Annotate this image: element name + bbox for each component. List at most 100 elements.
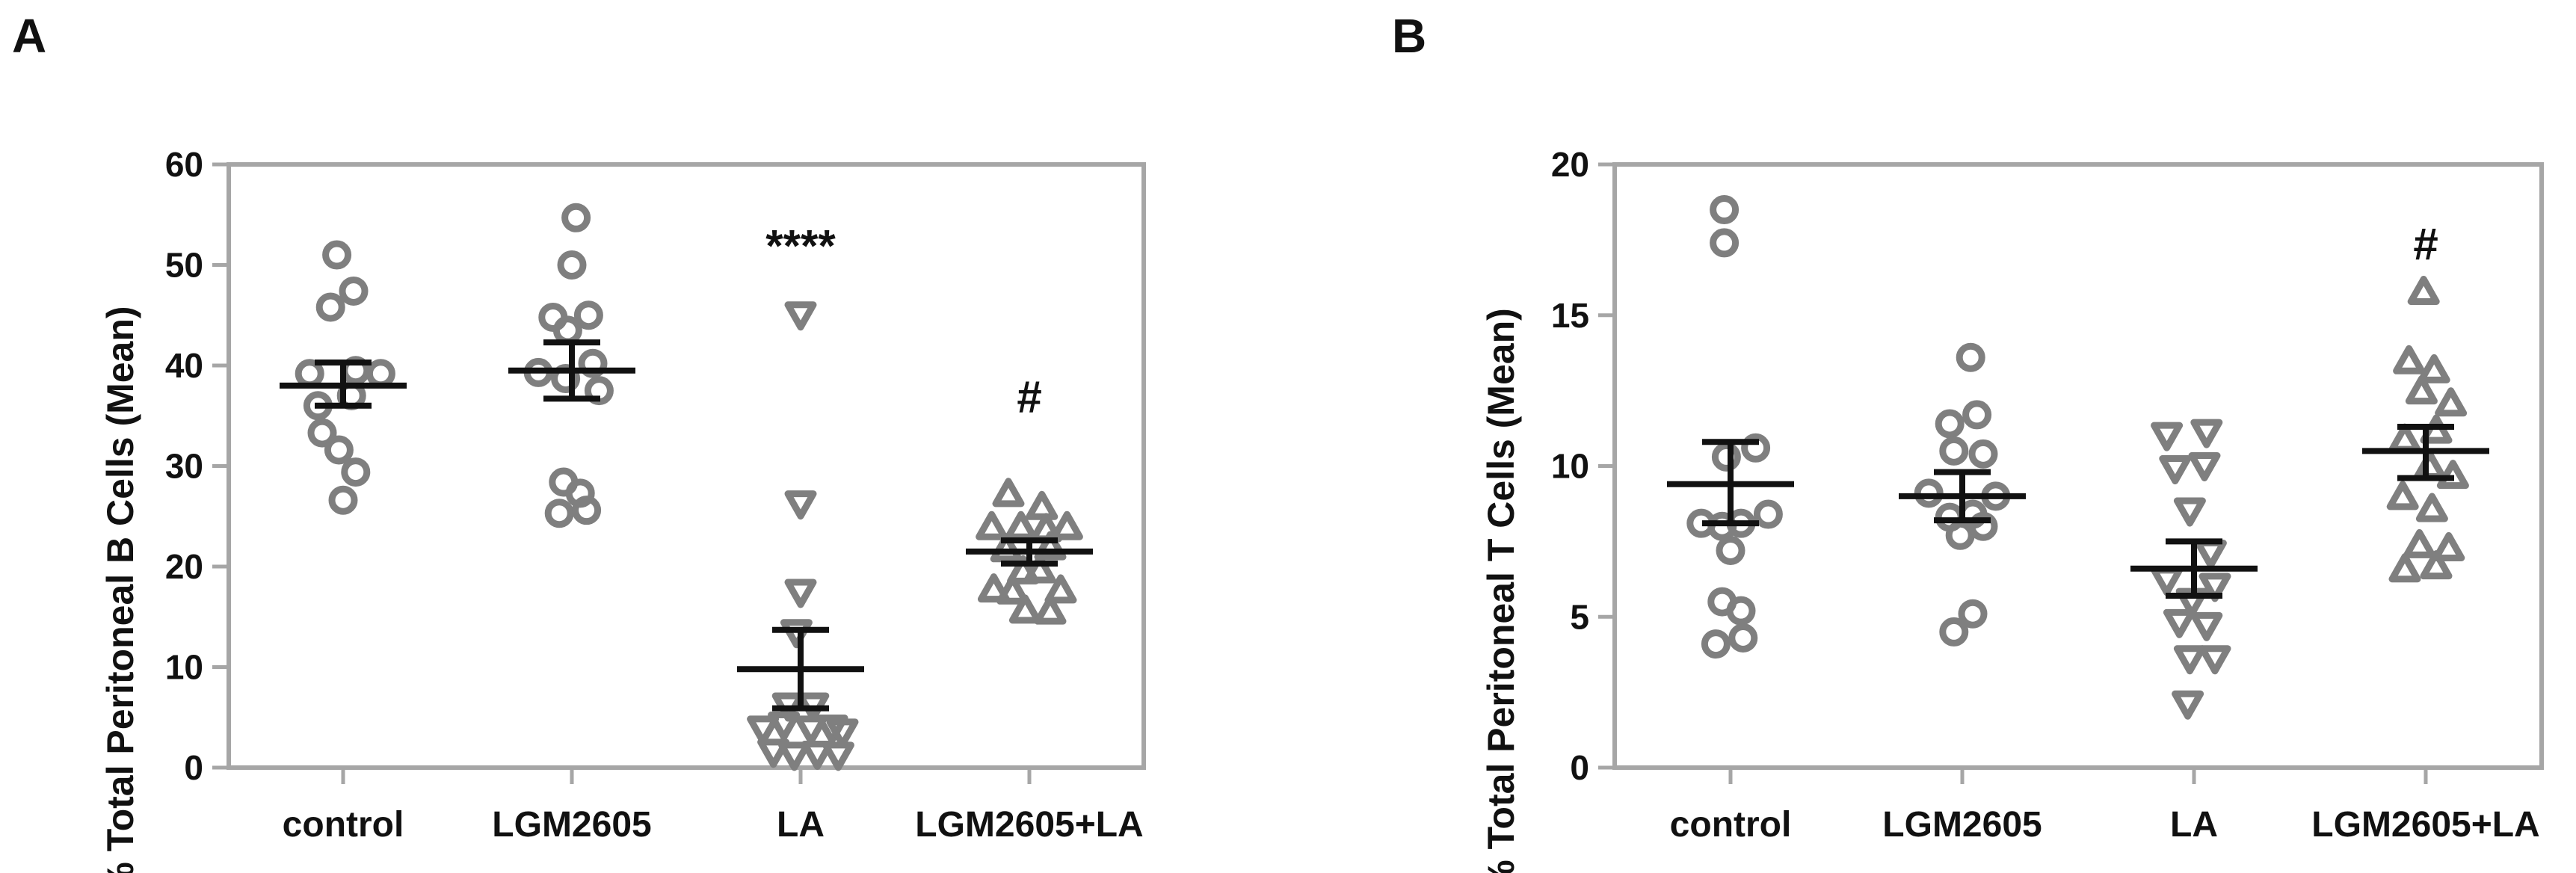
data-point [816, 715, 848, 744]
data-point [2414, 451, 2447, 480]
data-point [1958, 599, 1988, 629]
data-point [341, 457, 371, 487]
y-tick-label: 30 [165, 447, 203, 486]
data-point [573, 300, 603, 330]
data-point [1026, 490, 1059, 520]
panel-a: A 0 10 20 30 40 50 60 control LGM2605 LA LGM2605+LA… [12, 9, 1146, 873]
x-tick-label: LGM2605+LA [915, 805, 1143, 845]
x-tick-label: LGM2605 [1882, 805, 2042, 845]
data-point [747, 715, 780, 745]
data-point [2172, 690, 2204, 720]
data-point [1023, 554, 1056, 584]
data-point [1968, 439, 1998, 469]
y-tick-label: 0 [184, 748, 203, 787]
data-point [977, 573, 1010, 603]
data-point [2151, 567, 2184, 596]
data-point [295, 359, 324, 389]
data-point [2432, 531, 2465, 561]
data-point [552, 315, 582, 345]
data-point [1034, 595, 1067, 625]
data-point [1962, 400, 1992, 430]
data-point [990, 533, 1023, 563]
data-point [366, 359, 395, 389]
y-tick-label: 50 [165, 246, 203, 285]
y-tick-label: 0 [1570, 748, 1589, 787]
significance-annotation: **** [765, 221, 836, 271]
data-point [2188, 452, 2221, 481]
data-point [2173, 497, 2206, 527]
data-point [976, 510, 1008, 540]
significance-annotation: # [2413, 219, 2438, 269]
data-point [2393, 345, 2426, 374]
data-point [1741, 433, 1771, 463]
data-point [1716, 535, 1745, 565]
data-point [992, 478, 1025, 508]
data-point [315, 292, 345, 322]
data-point [1728, 623, 1758, 653]
data-point [584, 376, 614, 406]
data-point [2198, 645, 2231, 675]
data-point [784, 301, 817, 331]
data-point [2415, 493, 2448, 522]
data-point [784, 490, 817, 520]
data-point [578, 348, 608, 378]
data-point [1726, 596, 1756, 626]
data-point [768, 712, 801, 741]
data-point [1710, 228, 1740, 258]
data-point [2418, 354, 2450, 383]
data-point [2403, 528, 2436, 558]
data-point [2435, 387, 2468, 417]
data-point [2190, 419, 2223, 448]
data-point [778, 741, 811, 771]
data-point [784, 579, 817, 608]
data-point [826, 718, 859, 748]
data-point [572, 496, 602, 525]
panel-b: B 0 5 10 15 20 control LGM2605 LA LGM2605+LA % Tot… [1392, 9, 2544, 873]
x-tick-label: LA [777, 805, 825, 845]
data-point [307, 418, 337, 448]
y-tick-label: 20 [1551, 145, 1589, 184]
significance-annotation: # [1017, 371, 1041, 422]
y-tick-label: 5 [1570, 597, 1589, 636]
plot-frame [1612, 162, 2544, 770]
data-point [324, 435, 354, 465]
data-point [2159, 455, 2192, 485]
data-point [1956, 342, 1985, 372]
data-point [2198, 573, 2231, 602]
data-point [801, 741, 833, 771]
data-point [544, 499, 574, 528]
y-tick-label: 40 [165, 346, 203, 385]
data-point [339, 276, 369, 306]
data-point [2420, 550, 2453, 580]
data-point [2151, 422, 2184, 451]
data-point [2407, 275, 2440, 305]
y-tick-label: 10 [1551, 447, 1589, 486]
data-point [1939, 436, 1969, 466]
data-point [795, 715, 828, 745]
x-tick-label: LGM2605+LA [2311, 805, 2539, 845]
data-point [1044, 574, 1077, 604]
data-point [1701, 629, 1731, 659]
data-point [1935, 409, 1965, 439]
x-tick-label: LGM2605 [492, 805, 651, 845]
data-point [328, 485, 358, 515]
data-point [1968, 511, 1998, 541]
data-point [1050, 510, 1083, 540]
data-point [2163, 608, 2196, 638]
data-point [557, 250, 587, 280]
data-point [1034, 531, 1067, 561]
data-point [2436, 460, 2469, 490]
x-tick-label: control [1670, 805, 1792, 845]
data-point [1008, 594, 1041, 624]
y-axis-label: % Total Peritoneal B Cells (Mean) [99, 306, 141, 873]
data-point [2173, 645, 2206, 675]
data-point [561, 203, 591, 232]
panel-letter: A [12, 9, 46, 63]
x-tick-label: control [283, 805, 404, 845]
data-point [2388, 423, 2421, 453]
data-point [996, 575, 1029, 605]
y-tick-label: 20 [165, 547, 203, 586]
data-point [822, 741, 854, 771]
data-point [2194, 540, 2227, 570]
